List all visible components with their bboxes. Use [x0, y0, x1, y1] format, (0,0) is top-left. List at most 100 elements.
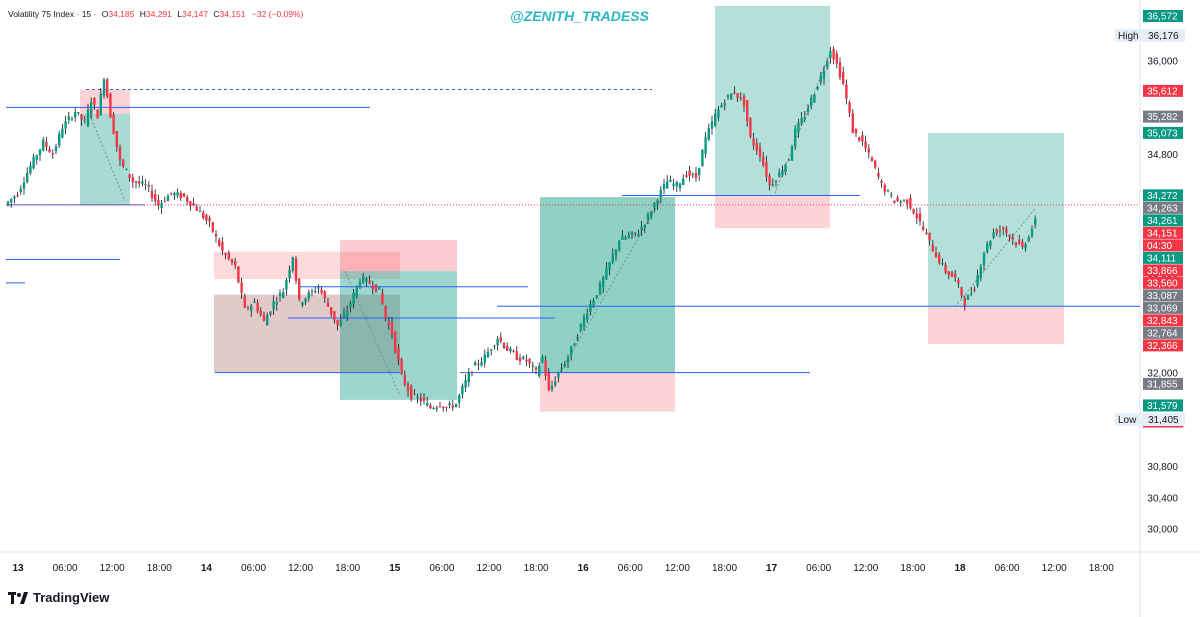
time-tick-label: 12:00	[288, 563, 313, 574]
candle-body	[934, 252, 938, 258]
high-label: H	[139, 9, 146, 19]
candle-body	[13, 196, 16, 199]
candle-body	[429, 405, 432, 409]
candle-body	[301, 302, 304, 306]
candle-body	[182, 193, 186, 197]
candle-body	[947, 271, 950, 276]
time-tick-label: 12:00	[665, 563, 690, 574]
candle-body	[688, 170, 691, 176]
time-tick-label: 12:00	[100, 563, 125, 574]
candle-body	[998, 230, 1002, 232]
candle-body	[253, 301, 256, 303]
time-tick-label: 06:00	[618, 563, 643, 574]
candle-body	[342, 313, 346, 318]
price-tag-label: 32,366	[1147, 341, 1178, 352]
candle-body	[6, 201, 10, 205]
candle-body	[67, 116, 70, 121]
candle-body	[35, 155, 38, 160]
position-zone	[928, 132, 1064, 307]
candle-body	[621, 235, 624, 240]
candle-body	[122, 160, 125, 166]
candle-body	[205, 214, 208, 221]
candle-body	[957, 279, 960, 284]
tradingview-brand: TradingView	[33, 590, 110, 605]
price-tag	[1143, 276, 1183, 289]
candle-body	[154, 194, 157, 201]
candle-body	[227, 252, 230, 259]
time-tick-label: 06:00	[995, 563, 1020, 574]
symbol-label: Volatility 75 Index · 15 ·	[8, 9, 97, 19]
candle-body	[115, 130, 118, 147]
tradingview-logo[interactable]: TradingView	[8, 590, 109, 605]
candle-body	[864, 141, 867, 149]
time-tick-label: 18:00	[712, 563, 737, 574]
candle-body	[659, 189, 662, 198]
price-tag	[1143, 399, 1183, 412]
candle-body	[64, 121, 67, 129]
candle-body	[346, 310, 349, 317]
candle-body	[224, 253, 227, 256]
candle-body	[461, 385, 464, 395]
candle-body	[266, 315, 269, 326]
candle-body	[970, 293, 973, 295]
candle-body	[854, 128, 858, 134]
candle-body	[851, 113, 854, 134]
candle-body	[314, 291, 317, 293]
candle-body	[554, 381, 557, 386]
candle-body	[390, 322, 394, 335]
candle-body	[691, 173, 694, 175]
trend-line	[89, 115, 126, 202]
candle-body	[938, 255, 941, 264]
candle-body	[522, 356, 525, 359]
candle-body	[355, 285, 358, 296]
candle-body	[435, 407, 438, 409]
candle-body	[602, 277, 605, 287]
candle-body	[458, 394, 461, 403]
time-tick-label: 18:00	[900, 563, 925, 574]
candle-body	[243, 296, 246, 308]
candle-body	[144, 183, 147, 185]
candle-body	[896, 197, 899, 201]
candle-body	[778, 172, 781, 177]
candle-body	[26, 173, 29, 183]
candle-body	[269, 311, 272, 315]
candle-body	[525, 359, 528, 362]
candle-body	[739, 97, 742, 99]
candle-body	[496, 338, 499, 346]
candles	[6, 46, 1037, 412]
candle-body	[250, 306, 253, 311]
position-zone	[214, 251, 400, 279]
candle-body	[800, 118, 803, 125]
time-axis[interactable]: 13 06:00 12:00 18:00 14 06:00 12:00 18:00 15 06:0…	[12, 563, 1114, 574]
candle-body	[707, 128, 710, 140]
candle-body	[157, 200, 160, 206]
candle-body	[730, 93, 733, 100]
price-tag	[1143, 264, 1183, 277]
candle-body	[986, 243, 989, 253]
candle-body	[467, 372, 470, 383]
candle-body	[70, 118, 74, 120]
candle-body	[464, 379, 467, 388]
candle-body	[803, 117, 806, 120]
candle-body	[352, 292, 355, 305]
candle-body	[246, 307, 250, 309]
time-tick-label: 12:00	[1042, 563, 1067, 574]
extreme-marker-box	[1115, 29, 1145, 42]
price-tag-label: 34,151	[1147, 228, 1178, 239]
candle-body	[128, 173, 131, 179]
candle-body	[22, 182, 26, 189]
time-tick-label: 17	[766, 563, 778, 574]
candle-body	[86, 109, 90, 126]
candle-body	[406, 383, 410, 392]
candle-body	[163, 200, 166, 202]
candle-body	[477, 363, 480, 365]
price-tag-label: 33,560	[1147, 278, 1178, 289]
price-tag-label: 35,073	[1147, 128, 1178, 139]
candle-body	[842, 72, 845, 84]
candle-body	[1002, 227, 1005, 230]
candle-body	[832, 49, 835, 60]
candle-body	[214, 233, 218, 237]
price-tag-label: 35,282	[1147, 112, 1178, 123]
candle-body	[237, 266, 240, 283]
